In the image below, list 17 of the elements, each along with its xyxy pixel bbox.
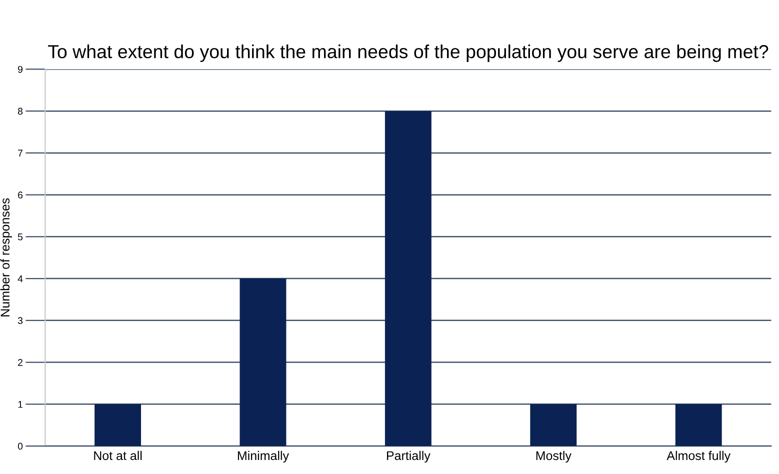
y-tick-label: 7 xyxy=(18,150,22,156)
y-tick-label: 0 xyxy=(18,442,23,450)
y-tick-label: 6 xyxy=(18,192,23,198)
x-tick-label: Partially xyxy=(386,450,430,463)
x-tick-label: Minimally xyxy=(238,450,290,463)
x-tick-label: Almost fully xyxy=(666,450,731,463)
y-tick-label: 3 xyxy=(18,317,23,324)
y-tick-label: 1 xyxy=(18,401,22,408)
chart-title: To what extent do you think the main needs of the population you serve are being met? xyxy=(48,44,768,62)
y-tick-label: 4 xyxy=(18,275,23,282)
x-tick-label: Mostly xyxy=(536,450,572,463)
y-tick-label: 9 xyxy=(18,66,22,73)
y-tick-label: 2 xyxy=(18,359,22,366)
y-tick-label: 5 xyxy=(18,234,23,240)
x-tick-label: Not at all xyxy=(94,450,142,460)
y-axis-title: Number of responses xyxy=(0,198,12,316)
y-tick-label: 8 xyxy=(18,108,23,115)
